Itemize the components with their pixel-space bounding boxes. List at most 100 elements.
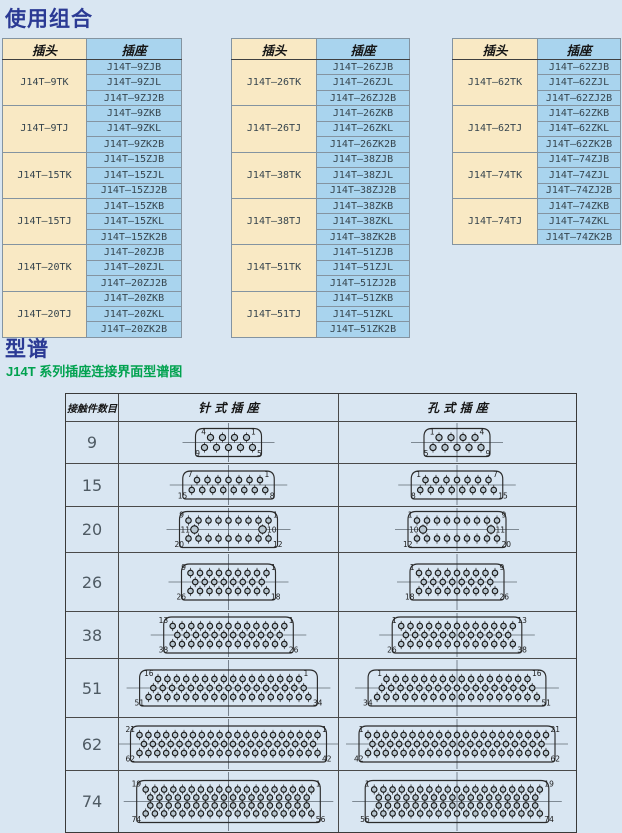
plug-cell: J14T—9TJ xyxy=(2,105,87,153)
socket-cell: J14T—9ZK2B xyxy=(86,136,182,153)
hole-socket-cell: 1 19 56 74 xyxy=(339,771,576,832)
contact-count: 51 xyxy=(66,659,119,717)
svg-text:10: 10 xyxy=(267,525,277,534)
table-row: J14T—74ZK2B xyxy=(453,228,621,246)
socket-cell: J14T—51ZJL xyxy=(316,259,410,277)
svg-text:34: 34 xyxy=(313,699,323,708)
svg-text:1: 1 xyxy=(410,563,415,572)
table-row: J14T—74ZJ2B xyxy=(453,182,621,199)
table-row: J14T—38ZJL xyxy=(232,167,410,184)
svg-text:10: 10 xyxy=(409,525,419,534)
svg-text:20: 20 xyxy=(502,540,512,549)
usage-table-grid: 插头 插座 J14T—9TK J14T—9ZJB J14T—9ZJL J14T—9ZJ2B… xyxy=(2,38,182,338)
table-row: J14T—20ZK2B xyxy=(3,321,182,338)
usage-table-grid: 插头 插座 J14T—62TK J14T—62ZJB J14T—62ZJL J14T—62… xyxy=(452,38,621,246)
socket-cell: J14T—38ZKB xyxy=(316,197,410,215)
table-row: J14T—15TK J14T—15ZJB xyxy=(2,151,182,199)
connector-face-20-hole: 1 9 10 11 12 20 xyxy=(395,508,519,551)
socket-cell: J14T—26ZKL xyxy=(316,120,410,138)
socket-cell: J14T—38ZKL xyxy=(316,213,410,230)
connector-face-26-hole: 1 9 18 26 xyxy=(397,554,517,610)
table-row: J14T—15TJ J14T—15ZKB xyxy=(2,197,182,246)
socket-cell: J14T—62ZKL xyxy=(537,120,621,138)
socket-cell: J14T—51ZKB xyxy=(316,290,410,308)
svg-text:9: 9 xyxy=(181,563,186,572)
spectrum-row-74: 74 19 1 74 56 1 19 56 74 xyxy=(66,770,576,832)
table-row: J14T—15ZJ2B xyxy=(3,182,182,199)
svg-text:7: 7 xyxy=(188,470,193,479)
svg-text:51: 51 xyxy=(541,699,551,708)
svg-text:56: 56 xyxy=(360,815,370,824)
spectrum-header-pin-socket: 针 式 插 座 xyxy=(119,394,339,421)
socket-cell: J14T—26ZK2B xyxy=(316,136,410,153)
svg-text:56: 56 xyxy=(316,815,326,824)
svg-text:15: 15 xyxy=(498,492,508,501)
socket-cell: J14T—62ZJ2B xyxy=(537,89,621,107)
spectrum-row-20: 20 9 1 11 10 20 12 1 9 10 11 12 20 xyxy=(66,506,576,552)
pin-socket-cell: 9 1 26 18 xyxy=(119,553,339,611)
svg-text:26: 26 xyxy=(289,646,299,655)
socket-cell: J14T—74ZJ2B xyxy=(537,182,621,199)
plug-cell: J14T—51TJ xyxy=(231,290,317,338)
socket-cell: J14T—20ZK2B xyxy=(86,321,182,338)
table-row: J14T—20TJ J14T—20ZKB xyxy=(2,290,182,338)
table-row: J14T—20TK J14T—20ZJB xyxy=(2,244,182,292)
svg-text:1: 1 xyxy=(416,470,421,479)
svg-text:4: 4 xyxy=(201,428,206,437)
hole-socket-cell: 1 4 5 9 xyxy=(339,422,576,463)
svg-text:4: 4 xyxy=(480,428,485,437)
socket-cell: J14T—20ZJ2B xyxy=(86,275,182,292)
hole-socket-cell: 1 7 8 15 xyxy=(339,464,576,506)
svg-text:26: 26 xyxy=(387,646,397,655)
table-row: J14T—74ZKL xyxy=(453,213,621,230)
svg-text:15: 15 xyxy=(178,492,188,501)
svg-text:9: 9 xyxy=(500,563,505,572)
plug-cell: J14T—26TK xyxy=(231,58,317,107)
contact-count: 20 xyxy=(66,507,119,552)
socket-cell: J14T—62ZJL xyxy=(537,74,621,91)
svg-text:12: 12 xyxy=(273,540,283,549)
table-row: J14T—26TJ J14T—26ZKB xyxy=(231,105,410,153)
spectrum-table: 接触件数目 针 式 插 座 孔 式 插 座 9 4 1 9 5 1 4 5 9 15 7 1 15 8 1 7… xyxy=(65,393,577,833)
socket-cell: J14T—9ZKB xyxy=(86,105,182,122)
socket-cell: J14T—62ZK2B xyxy=(537,136,621,153)
plug-cell: J14T—38TK xyxy=(231,151,317,199)
svg-text:1: 1 xyxy=(273,511,278,520)
svg-text:42: 42 xyxy=(322,755,332,764)
svg-text:12: 12 xyxy=(403,540,413,549)
socket-column-header: 插座 xyxy=(316,38,410,60)
table-row: J14T—26TK J14T—26ZJB xyxy=(231,58,410,107)
svg-text:74: 74 xyxy=(132,815,142,824)
svg-text:1: 1 xyxy=(392,616,397,625)
socket-cell: J14T—38ZJ2B xyxy=(316,182,410,199)
table-row: J14T—9ZK2B xyxy=(3,136,182,153)
table-row: J14T—26ZJL xyxy=(232,74,410,91)
connector-face-15-hole: 1 7 8 15 xyxy=(398,465,516,505)
svg-text:1: 1 xyxy=(322,725,327,734)
table-row: J14T—9TK J14T—9ZJB xyxy=(2,58,182,107)
pin-socket-cell: 4 1 9 5 xyxy=(119,422,339,463)
connector-face-15-pin: 7 1 15 8 xyxy=(169,465,288,505)
table-row: J14T—9TJ J14T—9ZKB xyxy=(2,105,182,153)
socket-cell: J14T—26ZJB xyxy=(316,58,410,76)
table-row: J14T—26ZK2B xyxy=(232,136,410,153)
svg-text:19: 19 xyxy=(544,780,554,789)
table-row: J14T—74TJ J14T—74ZKB xyxy=(452,197,621,246)
svg-text:9: 9 xyxy=(502,511,507,520)
svg-text:1: 1 xyxy=(289,616,294,625)
svg-text:18: 18 xyxy=(405,593,415,602)
svg-text:21: 21 xyxy=(551,725,561,734)
spectrum-section-title: 型谱 xyxy=(5,338,49,361)
socket-cell: J14T—74ZKB xyxy=(537,197,621,215)
svg-text:1: 1 xyxy=(365,780,370,789)
svg-text:8: 8 xyxy=(411,492,416,501)
socket-cell: J14T—38ZJL xyxy=(316,167,410,184)
svg-text:1: 1 xyxy=(377,669,382,678)
contact-count: 26 xyxy=(66,553,119,611)
socket-cell: J14T—26ZKB xyxy=(316,105,410,122)
svg-text:1: 1 xyxy=(430,428,435,437)
pin-socket-cell: 19 1 74 56 xyxy=(119,771,339,832)
spectrum-row-9: 9 4 1 9 5 1 4 5 9 xyxy=(66,421,576,463)
socket-cell: J14T—51ZK2B xyxy=(316,321,410,338)
socket-column-header: 插座 xyxy=(86,38,182,60)
